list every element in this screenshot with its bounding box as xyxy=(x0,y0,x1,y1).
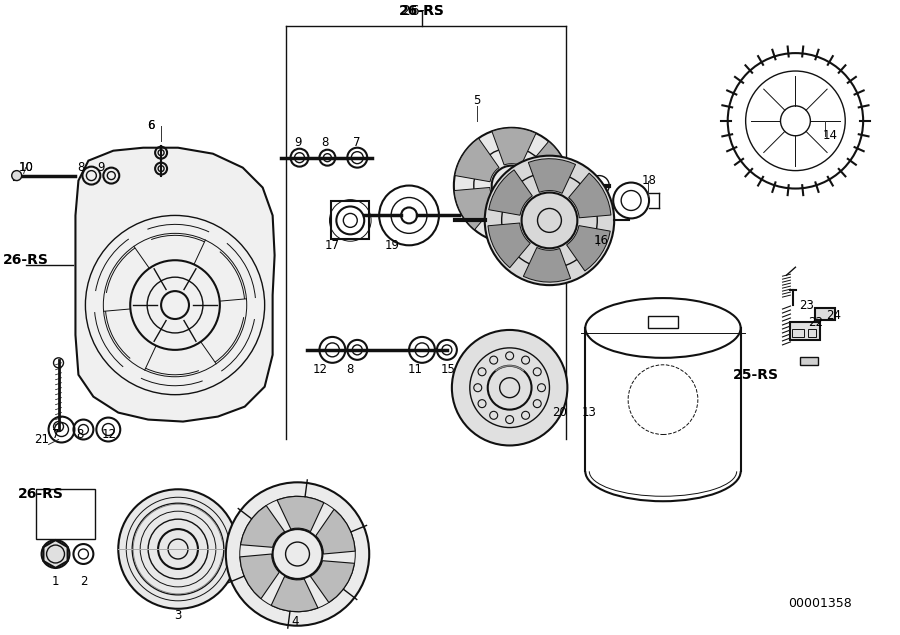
Text: 10: 10 xyxy=(18,161,33,174)
Text: 7: 7 xyxy=(353,137,360,149)
Text: 26-RS: 26-RS xyxy=(401,4,443,18)
Bar xyxy=(36,490,95,539)
Text: 26-RS: 26-RS xyxy=(399,4,445,18)
Text: 22: 22 xyxy=(808,316,823,330)
Polygon shape xyxy=(492,128,536,166)
Text: 9: 9 xyxy=(293,137,302,149)
Text: 4: 4 xyxy=(292,615,300,628)
Text: 15: 15 xyxy=(440,363,455,377)
Polygon shape xyxy=(528,159,576,193)
Text: 11: 11 xyxy=(408,363,422,377)
Text: 10: 10 xyxy=(18,161,33,174)
Text: 18: 18 xyxy=(642,174,656,187)
Text: 19: 19 xyxy=(384,239,400,252)
Polygon shape xyxy=(454,187,498,230)
Polygon shape xyxy=(271,577,318,612)
Polygon shape xyxy=(488,223,530,268)
Text: 2: 2 xyxy=(80,575,87,589)
Circle shape xyxy=(12,171,22,180)
Bar xyxy=(800,357,818,364)
Text: 25-RS: 25-RS xyxy=(733,368,778,382)
Polygon shape xyxy=(239,554,279,599)
Text: 6: 6 xyxy=(148,119,155,132)
Text: 7: 7 xyxy=(52,428,59,441)
Text: 13: 13 xyxy=(582,406,597,419)
Text: 12: 12 xyxy=(313,363,328,377)
Text: 3: 3 xyxy=(175,609,182,622)
Text: 17: 17 xyxy=(325,239,340,252)
Text: 00001358: 00001358 xyxy=(788,598,852,610)
Polygon shape xyxy=(454,138,500,182)
Bar xyxy=(792,329,805,337)
Bar xyxy=(648,316,678,328)
Polygon shape xyxy=(489,170,532,215)
Text: 9: 9 xyxy=(97,161,105,174)
Text: 26-RS: 26-RS xyxy=(18,487,64,501)
Text: 24: 24 xyxy=(826,309,841,321)
Circle shape xyxy=(118,490,238,609)
Text: 16: 16 xyxy=(594,234,608,247)
Bar xyxy=(331,201,369,239)
Text: 1: 1 xyxy=(52,575,59,589)
Circle shape xyxy=(452,330,567,446)
Circle shape xyxy=(226,483,369,625)
Circle shape xyxy=(41,540,69,568)
Bar xyxy=(815,308,835,320)
Text: 21: 21 xyxy=(34,433,50,446)
Polygon shape xyxy=(524,189,569,233)
Polygon shape xyxy=(316,509,356,554)
Polygon shape xyxy=(487,205,531,243)
Text: 26-RS: 26-RS xyxy=(3,253,49,267)
Polygon shape xyxy=(76,148,274,422)
Circle shape xyxy=(454,128,570,243)
Polygon shape xyxy=(569,173,611,218)
Polygon shape xyxy=(240,505,284,547)
Text: 8: 8 xyxy=(76,428,84,441)
Text: 12: 12 xyxy=(102,428,117,441)
Bar xyxy=(808,329,816,337)
Text: 20: 20 xyxy=(552,406,567,419)
Polygon shape xyxy=(277,497,324,531)
Bar xyxy=(790,322,820,340)
Circle shape xyxy=(485,156,614,285)
Polygon shape xyxy=(524,248,571,282)
Text: 8: 8 xyxy=(77,161,86,174)
Polygon shape xyxy=(310,561,355,603)
Text: 8: 8 xyxy=(346,363,354,377)
Polygon shape xyxy=(567,225,610,271)
Text: 5: 5 xyxy=(473,95,481,107)
Text: 6: 6 xyxy=(148,119,155,132)
Polygon shape xyxy=(526,142,569,184)
Text: 23: 23 xyxy=(799,298,814,312)
Text: 14: 14 xyxy=(823,130,838,142)
Text: 8: 8 xyxy=(321,137,329,149)
